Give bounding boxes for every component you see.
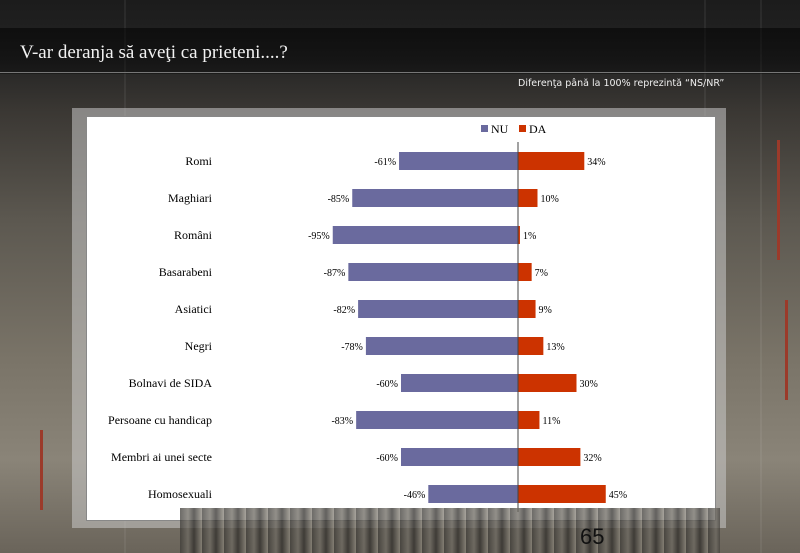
legend-swatch (481, 125, 488, 132)
background-stripe (760, 0, 762, 553)
category-label: Bolnavi de SIDA (129, 376, 213, 390)
legend-label: NU (491, 122, 509, 136)
data-label-da: 13% (546, 342, 564, 353)
data-label-da: 34% (587, 157, 605, 168)
slide-title: V-ar deranja să aveţi ca prieteni....? (20, 42, 288, 63)
data-label-nu: -61% (374, 157, 396, 168)
bar-nu (401, 374, 518, 392)
bar-da (518, 374, 577, 392)
data-label-nu: -85% (328, 194, 350, 205)
category-label: Români (174, 228, 213, 242)
title-divider (0, 72, 800, 73)
data-label-da: 45% (609, 490, 627, 501)
legend-label: DA (529, 122, 547, 136)
bar-nu (428, 485, 518, 503)
data-label-nu: -60% (376, 379, 398, 390)
data-label-da: 11% (542, 416, 560, 427)
category-label: Basarabeni (159, 265, 213, 279)
category-label: Asiatici (175, 302, 213, 316)
bar-nu (399, 152, 518, 170)
bar-nu (332, 226, 518, 244)
legend-swatch (519, 125, 526, 132)
bar-da (518, 263, 532, 281)
bar-da (518, 152, 585, 170)
data-label-da: 7% (535, 268, 548, 279)
bar-da (518, 337, 544, 355)
data-label-nu: -83% (331, 416, 353, 427)
red-decoration (785, 300, 788, 400)
data-label-da: 1% (523, 231, 536, 242)
data-label-da: 30% (580, 379, 598, 390)
category-label: Homosexuali (148, 487, 213, 501)
category-label: Maghiari (168, 191, 213, 205)
data-label-nu: -78% (341, 342, 363, 353)
bar-nu (356, 411, 518, 429)
data-label-da: 10% (541, 194, 559, 205)
decorative-photo-strip (180, 508, 720, 553)
bar-da (518, 411, 540, 429)
bar-nu (348, 263, 518, 281)
data-label-da: 32% (583, 453, 601, 464)
bar-da (518, 189, 538, 207)
bar-nu (352, 189, 518, 207)
data-label-nu: -95% (308, 231, 330, 242)
category-label: Persoane cu handicap (108, 413, 212, 427)
slide-note: Diferenţa până la 100% reprezintă “NS/NR… (518, 78, 725, 89)
category-label: Membri ai unei secte (111, 450, 212, 464)
page-number: 65 (580, 524, 605, 549)
red-decoration (40, 430, 43, 510)
title-bar (0, 28, 800, 74)
data-label-nu: -60% (376, 453, 398, 464)
data-label-nu: -82% (333, 305, 355, 316)
red-decoration (777, 140, 780, 260)
bar-da (518, 226, 520, 244)
bar-da (518, 300, 536, 318)
bar-da (518, 485, 606, 503)
bar-nu (358, 300, 518, 318)
data-label-nu: -46% (404, 490, 426, 501)
bar-nu (401, 448, 518, 466)
category-label: Romi (185, 154, 212, 168)
data-label-nu: -87% (324, 268, 346, 279)
bar-da (518, 448, 581, 466)
bar-nu (365, 337, 518, 355)
category-label: Negri (185, 339, 213, 353)
data-label-da: 9% (539, 305, 552, 316)
